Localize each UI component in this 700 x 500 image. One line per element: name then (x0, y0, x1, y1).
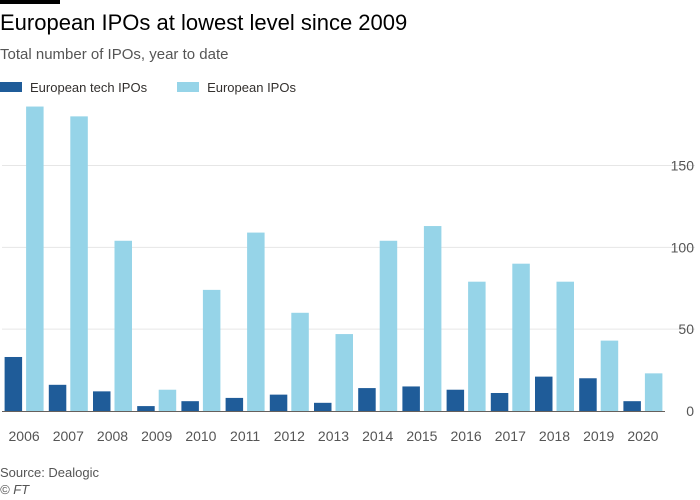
bar-tech (623, 401, 641, 411)
bar-tech (181, 401, 199, 411)
x-tick-label: 2007 (53, 428, 84, 444)
bar-tech (137, 406, 155, 411)
bar-tech (269, 394, 288, 411)
source-note: Source: Dealogic (0, 465, 99, 480)
legend-label-tech: European tech IPOs (30, 79, 148, 95)
bar-tech (358, 388, 376, 411)
chart-title: European IPOs at lowest level since 2009 (0, 10, 408, 35)
bar-tech (579, 378, 597, 411)
bar-total (158, 389, 177, 411)
copyright: © FT (0, 482, 30, 497)
x-tick-label: 2017 (495, 428, 526, 444)
bar-total (556, 281, 574, 411)
legend-label-total: European IPOs (207, 79, 296, 95)
bar-total (512, 263, 530, 411)
bar-total (379, 240, 398, 411)
x-tick-label: 2009 (141, 428, 172, 444)
bar-total (600, 340, 619, 411)
y-tick-label: 100 (671, 239, 695, 255)
legend-item-tech: European tech IPOs (0, 80, 147, 95)
y-tick-label: 50 (678, 321, 694, 337)
bar-tech (446, 389, 465, 411)
x-tick-label: 2011 (230, 428, 260, 444)
bar-total (468, 281, 486, 411)
bar-total (202, 289, 221, 411)
y-tick-label: 150 (671, 157, 695, 173)
x-tick-label: 2013 (318, 428, 349, 444)
chart-subtitle: Total number of IPOs, year to date (0, 46, 229, 63)
bar-tech (314, 402, 332, 411)
legend-item-total: European IPOs (177, 80, 296, 95)
legend: European tech IPOs European IPOs (0, 78, 326, 96)
x-tick-label: 2015 (406, 428, 437, 444)
bar-tech (4, 356, 23, 411)
x-tick-label: 2010 (185, 428, 216, 444)
bar-chart: 0 50 100 150 2006 2007 2008 2009 2010 2011 2012 201… (2, 106, 695, 444)
x-tick-label: 2014 (362, 428, 393, 444)
x-tick-label: 2019 (583, 428, 614, 444)
bar-tech (535, 376, 553, 411)
bar-total (291, 312, 309, 411)
bar-tech (402, 386, 420, 411)
bar-total (26, 106, 44, 412)
bar-total (114, 240, 132, 411)
x-tick-label: 2016 (451, 428, 482, 444)
bar-total (70, 116, 88, 412)
bar-total (247, 232, 265, 411)
x-tick-label: 2018 (539, 428, 570, 444)
top-rule (0, 0, 60, 4)
x-tick-label: 2012 (274, 428, 305, 444)
x-tick-label: 2020 (627, 428, 658, 444)
bar-tech (490, 392, 509, 411)
x-tick-label: 2008 (97, 428, 128, 444)
bar-total (644, 373, 663, 411)
bar-tech (225, 397, 244, 411)
y-tick-label: 0 (686, 403, 694, 419)
legend-swatch-total (177, 82, 200, 92)
bar-total (423, 226, 442, 411)
legend-swatch-tech (0, 82, 22, 92)
bar-tech (48, 384, 67, 411)
bar-total (335, 334, 353, 411)
x-tick-label: 2006 (9, 428, 40, 444)
bar-tech (93, 391, 111, 411)
